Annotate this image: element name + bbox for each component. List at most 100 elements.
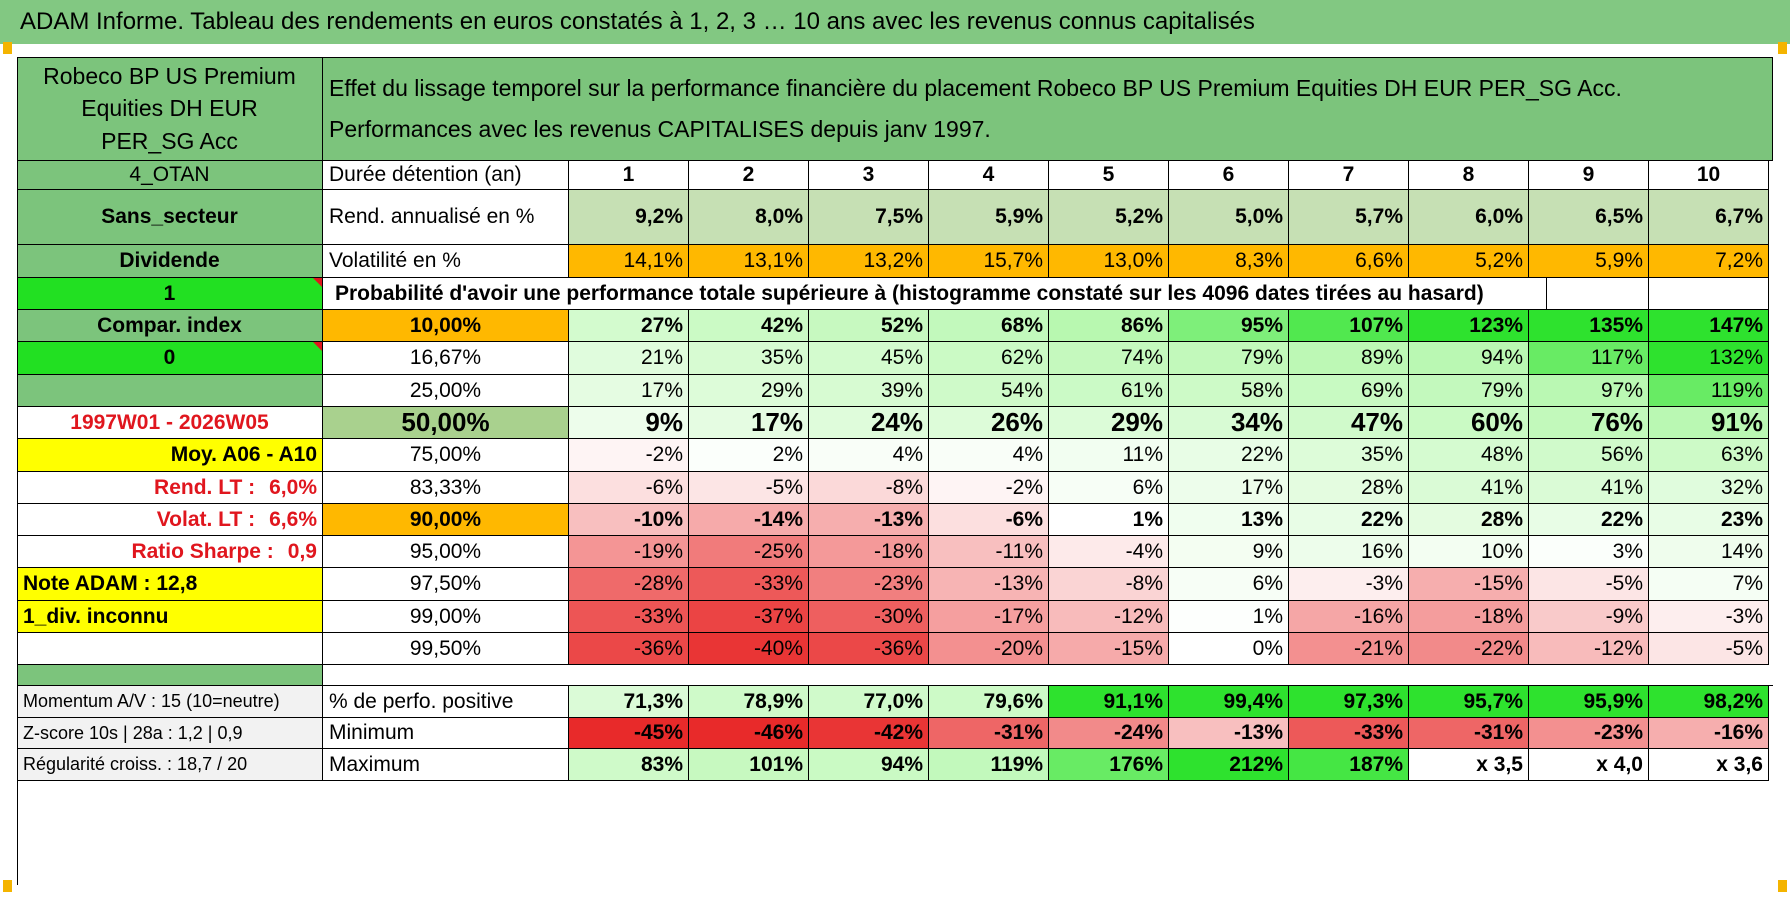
probability-value: 39%	[809, 375, 929, 407]
probability-value: -10%	[569, 504, 689, 536]
dividend-label: Dividende	[17, 245, 323, 278]
volatility-value: 8,3%	[1169, 245, 1289, 278]
probability-value: 45%	[809, 342, 929, 375]
probability-value: -37%	[689, 601, 809, 633]
blank-green-cell	[17, 375, 323, 407]
probability-value: 22%	[1289, 504, 1409, 536]
annual-return-value: 7,5%	[809, 190, 929, 245]
year-header: 5	[1049, 161, 1169, 190]
annual-return-value: 5,2%	[1049, 190, 1169, 245]
year-header: 7	[1289, 161, 1409, 190]
probability-value: 76%	[1529, 407, 1649, 439]
blank-cell	[17, 633, 323, 665]
probability-value: 4%	[929, 439, 1049, 472]
probability-value: -5%	[1649, 633, 1769, 665]
volatility-value: 13,1%	[689, 245, 809, 278]
stat-value: 95,9%	[1529, 686, 1649, 718]
probability-value: 1%	[1169, 601, 1289, 633]
stat-value: x 4,0	[1529, 749, 1649, 781]
probability-value: -15%	[1049, 633, 1169, 665]
probability-value: 17%	[1169, 472, 1289, 504]
probability-value: 69%	[1289, 375, 1409, 407]
stat-value: 71,3%	[569, 686, 689, 718]
probability-value: -6%	[569, 472, 689, 504]
probability-value: 54%	[929, 375, 1049, 407]
stat-value: 83%	[569, 749, 689, 781]
year-header: 9	[1529, 161, 1649, 190]
probability-value: 89%	[1289, 342, 1409, 375]
probability-value: 79%	[1169, 342, 1289, 375]
stat-value: -23%	[1529, 718, 1649, 749]
annual-return-value: 6,5%	[1529, 190, 1649, 245]
year-header: 4	[929, 161, 1049, 190]
probability-threshold: 75,00%	[323, 439, 569, 472]
probability-value: 94%	[1409, 342, 1529, 375]
probability-value: 26%	[929, 407, 1049, 439]
probability-threshold: 16,67%	[323, 342, 569, 375]
probability-value: 147%	[1649, 310, 1769, 342]
stat-value: 176%	[1049, 749, 1169, 781]
volatility-value: 15,7%	[929, 245, 1049, 278]
stat-value: -24%	[1049, 718, 1169, 749]
stat-value: x 3,6	[1649, 749, 1769, 781]
probability-value: 2%	[689, 439, 809, 472]
probability-value: 6%	[1169, 568, 1289, 601]
sharpe-ratio-cell: Ratio Sharpe : 0,9	[17, 536, 323, 568]
capitalisation-flag: 1	[17, 278, 323, 310]
probability-value: -18%	[1409, 601, 1529, 633]
probability-value: 86%	[1049, 310, 1169, 342]
probability-value: 95%	[1169, 310, 1289, 342]
adam-score-label: Note ADAM : 12,8	[17, 568, 323, 601]
stat-label: Minimum	[323, 718, 569, 749]
zscore-label: Z-score 10s | 28a : 1,2 | 0,9	[17, 718, 323, 749]
volatility-value: 14,1%	[569, 245, 689, 278]
stat-value: 98,2%	[1649, 686, 1769, 718]
probability-value: 24%	[809, 407, 929, 439]
probability-value: -2%	[929, 472, 1049, 504]
year-header: 10	[1649, 161, 1769, 190]
volatility-value: 6,6%	[1289, 245, 1409, 278]
stat-value: 78,9%	[689, 686, 809, 718]
probability-value: 42%	[689, 310, 809, 342]
probability-value: 4%	[809, 439, 929, 472]
probability-value: -20%	[929, 633, 1049, 665]
probability-value: 47%	[1289, 407, 1409, 439]
volatility-label: Volatilité en %	[323, 245, 569, 278]
year-header: 3	[809, 161, 929, 190]
annual-return-label: Rend. annualisé en %	[323, 190, 569, 245]
probability-value: 52%	[809, 310, 929, 342]
stat-value: x 3,5	[1409, 749, 1529, 781]
stat-value: 212%	[1169, 749, 1289, 781]
sector-label: Sans_secteur	[17, 190, 323, 245]
probability-threshold: 90,00%	[323, 504, 569, 536]
probability-title: Probabilité d'avoir une performance tota…	[323, 278, 1547, 310]
probability-value: 23%	[1649, 504, 1769, 536]
probability-threshold: 97,50%	[323, 568, 569, 601]
probability-value: 58%	[1169, 375, 1289, 407]
probability-value: 117%	[1529, 342, 1649, 375]
sharpe-ratio-label: Ratio Sharpe :	[131, 539, 274, 563]
year-header: 6	[1169, 161, 1289, 190]
unknown-dividend-label: 1_div. inconnu	[17, 601, 323, 633]
fund-name: Robeco BP US Premium Equities DH EUR PER…	[43, 62, 296, 154]
year-header: 1	[569, 161, 689, 190]
annual-return-value: 5,7%	[1289, 190, 1409, 245]
probability-value: 0%	[1169, 633, 1289, 665]
year-header: 2	[689, 161, 809, 190]
probability-value: -12%	[1529, 633, 1649, 665]
stat-value: 77,0%	[809, 686, 929, 718]
probability-threshold: 99,00%	[323, 601, 569, 633]
probability-value: -30%	[809, 601, 929, 633]
probability-value: -2%	[569, 439, 689, 472]
probability-value: -4%	[1049, 536, 1169, 568]
probability-value: 29%	[689, 375, 809, 407]
spacer-green	[17, 665, 323, 686]
long-term-return-value: 6,0%	[269, 475, 317, 499]
probability-value: -8%	[809, 472, 929, 504]
probability-value: 97%	[1529, 375, 1649, 407]
probability-value: 32%	[1649, 472, 1769, 504]
probability-value: -9%	[1529, 601, 1649, 633]
volatility-value: 5,2%	[1409, 245, 1529, 278]
probability-value: -15%	[1409, 568, 1529, 601]
stat-value: -46%	[689, 718, 809, 749]
